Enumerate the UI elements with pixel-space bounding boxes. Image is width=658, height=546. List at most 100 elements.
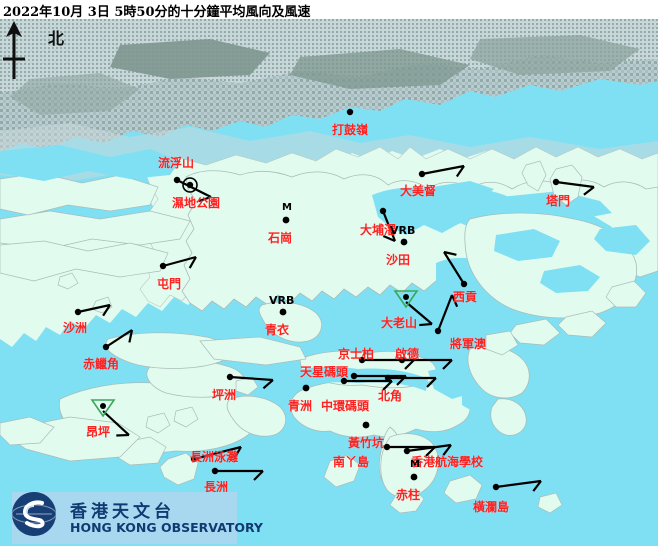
- calm-triangle-marker: [90, 399, 116, 418]
- station-label: 打鼓嶺: [332, 123, 369, 137]
- barb-shaft: [193, 445, 242, 461]
- station-label: 南丫島: [333, 455, 370, 469]
- barb-shaft: [162, 255, 197, 268]
- station-label: 青衣: [265, 323, 290, 337]
- wind-station[interactable]: [340, 377, 393, 391]
- wind-station[interactable]: [383, 443, 436, 457]
- page-title: 2022年10月 3日 5時50分的十分鐘平均風向及風速: [3, 5, 311, 20]
- wind-station[interactable]: [159, 255, 197, 270]
- station-label: 黃竹坑: [348, 436, 385, 450]
- station-dot: [282, 216, 290, 224]
- wind-station[interactable]: [393, 290, 433, 327]
- station-dot: [398, 356, 406, 364]
- wind-station[interactable]: [102, 329, 134, 351]
- station-label: 天星碼頭: [300, 365, 349, 379]
- wind-station[interactable]: [282, 216, 290, 224]
- barb-feather: [116, 433, 130, 437]
- logo-chinese-text: 香港天文台: [70, 502, 175, 522]
- wind-station[interactable]: [384, 374, 437, 388]
- calm-triangle-marker: [393, 290, 419, 309]
- station-dot: [379, 207, 387, 215]
- title-bar: 2022年10月 3日 5時50分的十分鐘平均風向及風速: [0, 0, 658, 20]
- wind-station[interactable]: [90, 399, 130, 437]
- station-dot: [460, 280, 468, 288]
- missing-data-marker: M: [410, 459, 420, 470]
- station-label: 塔門: [546, 194, 571, 208]
- station-label: 中環碼頭: [321, 399, 370, 413]
- wind-station[interactable]: [398, 356, 453, 370]
- wind-station[interactable]: [279, 308, 287, 316]
- station-label: 大老山: [381, 316, 418, 330]
- wind-station[interactable]: [379, 207, 397, 243]
- barb-feather: [425, 446, 436, 457]
- wind-station[interactable]: [182, 177, 198, 193]
- barb-shaft: [102, 410, 130, 436]
- wind-station[interactable]: [434, 294, 459, 335]
- map-canvas[interactable]: 北 打鼓嶺 流浮山 濕地公園 石崗 M 大美督 塔門 大埔滘 沙田 VRB 西貢 屯門 沙洲 赤鱲角 青衣 V…: [0, 19, 658, 546]
- station-label: 北角: [378, 389, 403, 403]
- station-label: 沙洲: [63, 321, 88, 335]
- station-dot: [552, 178, 560, 186]
- barb-feather: [382, 380, 393, 391]
- wind-station[interactable]: [190, 445, 242, 463]
- barb-feather: [450, 294, 459, 308]
- barb-shaft: [229, 375, 274, 382]
- wind-barb-layer: [74, 108, 595, 492]
- barb-feather: [404, 359, 415, 370]
- station-dot: [362, 421, 370, 429]
- barb-feather: [443, 250, 457, 256]
- wind-station[interactable]: [418, 164, 465, 178]
- station-label: 長洲: [204, 480, 229, 494]
- barb-shaft: [405, 301, 433, 325]
- station-dot: [346, 108, 354, 116]
- station-dot: [358, 356, 366, 364]
- wind-station[interactable]: [443, 250, 468, 288]
- station-label: 長洲泳灘: [190, 450, 239, 464]
- wind-station[interactable]: [74, 303, 111, 317]
- wind-station[interactable]: [226, 373, 274, 390]
- wind-station[interactable]: [211, 467, 264, 481]
- station-dot: [279, 308, 287, 316]
- station-dot: [418, 170, 426, 178]
- barb-shaft: [105, 329, 133, 348]
- variable-wind-marker: VRB: [269, 294, 295, 307]
- barb-feather: [442, 444, 452, 456]
- hko-logo: 香港天文台 HONG KONG OBSERVATORY: [12, 492, 263, 544]
- barb-feather: [198, 195, 212, 203]
- station-label: 西貢: [453, 290, 478, 304]
- station-label: 大埔滘: [360, 223, 397, 237]
- barb-feather: [102, 304, 111, 317]
- barb-shaft: [406, 443, 452, 453]
- barb-feather: [442, 359, 453, 370]
- station-label: 屯門: [157, 277, 182, 291]
- wind-station[interactable]: [302, 384, 310, 392]
- barb-shaft: [77, 303, 111, 314]
- barb-feather: [419, 322, 433, 327]
- barb-shaft: [176, 179, 212, 198]
- north-label: 北: [48, 29, 65, 48]
- wind-station[interactable]: [410, 473, 418, 481]
- barb-feather: [188, 256, 197, 269]
- station-dot: [410, 473, 418, 481]
- barb-feather: [233, 446, 242, 459]
- wind-station[interactable]: [400, 238, 408, 246]
- station-dot: [383, 443, 391, 451]
- station-dot: [340, 377, 348, 385]
- barb-feather: [583, 186, 595, 196]
- wind-station[interactable]: [403, 443, 452, 456]
- north-arrow-icon: [3, 21, 25, 79]
- wind-station[interactable]: [552, 178, 595, 196]
- barb-shaft: [436, 294, 454, 332]
- station-label: 赤柱: [396, 488, 421, 502]
- wind-station[interactable]: [492, 479, 542, 492]
- station-dot: [74, 308, 82, 316]
- station-dot: [100, 403, 106, 409]
- wind-station[interactable]: [362, 421, 370, 429]
- station-dot: [190, 455, 198, 463]
- hko-logo-icon: [12, 492, 56, 536]
- station-dot: [211, 467, 219, 475]
- station-label: 將軍澳: [450, 337, 487, 351]
- barb-feather: [426, 377, 437, 388]
- wind-station[interactable]: [346, 108, 354, 116]
